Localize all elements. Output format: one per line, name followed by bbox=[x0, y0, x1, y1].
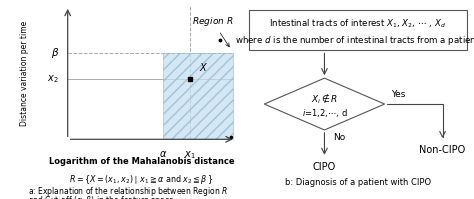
Text: $X$: $X$ bbox=[199, 61, 208, 73]
Text: $x_1$: $x_1$ bbox=[184, 149, 196, 161]
Text: CIPO: CIPO bbox=[313, 162, 336, 172]
Text: Distance variation per time: Distance variation per time bbox=[19, 21, 28, 126]
FancyBboxPatch shape bbox=[249, 10, 467, 50]
Text: and Cut-off ($\alpha$, $\beta$) in the feature space: and Cut-off ($\alpha$, $\beta$) in the f… bbox=[28, 194, 175, 199]
Text: b: Diagnosis of a patient with CIPO: b: Diagnosis of a patient with CIPO bbox=[285, 178, 431, 187]
Polygon shape bbox=[264, 78, 384, 130]
Text: $R = \{X = (x_1, x_2) \mid x_1 \geqq \alpha \;\text{and}\; x_2 \leqq \beta\;\}$: $R = \{X = (x_1, x_2) \mid x_1 \geqq \al… bbox=[69, 173, 214, 186]
Text: Intestinal tracts of interest $X_1$, $X_2$, $\cdots$ , $X_d$: Intestinal tracts of interest $X_1$, $X_… bbox=[269, 18, 447, 30]
Text: No: No bbox=[333, 133, 346, 142]
Text: $X_i \notin R$: $X_i \notin R$ bbox=[311, 92, 338, 105]
Text: Yes: Yes bbox=[392, 90, 406, 99]
Bar bbox=[164, 53, 233, 139]
Text: $\beta$: $\beta$ bbox=[51, 46, 59, 60]
Text: Logarithm of the Mahalanobis distance: Logarithm of the Mahalanobis distance bbox=[49, 157, 235, 166]
Text: a: Explanation of the relationship between Region $R$: a: Explanation of the relationship betwe… bbox=[28, 184, 228, 198]
Text: $i$=1,2,$\cdots$, d: $i$=1,2,$\cdots$, d bbox=[301, 107, 347, 119]
Text: where $d$ is the number of intestinal tracts from a patient: where $d$ is the number of intestinal tr… bbox=[235, 34, 474, 47]
Text: Region $R$: Region $R$ bbox=[192, 15, 234, 47]
Text: $\alpha$: $\alpha$ bbox=[159, 149, 167, 159]
Text: $x_2$: $x_2$ bbox=[47, 73, 59, 85]
Text: Non-CIPO: Non-CIPO bbox=[419, 145, 465, 155]
